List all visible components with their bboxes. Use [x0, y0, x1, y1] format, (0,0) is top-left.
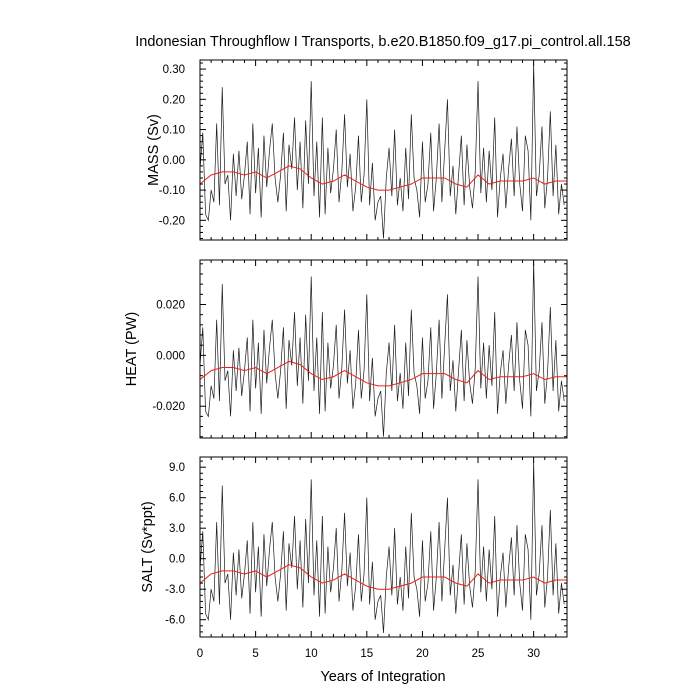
panel-heat-frame: [199, 259, 568, 439]
panel-salt-y-tick-label: 9.0: [169, 462, 185, 474]
panel-mass-series-smoothed-line: [199, 165, 567, 191]
panel-mass-y-tick-label: 0.20: [163, 94, 185, 106]
panel-salt-series-raw-line: [199, 461, 565, 633]
x-tick-label: 10: [305, 648, 318, 660]
panel-salt-ylabel: SALT (Sv*ppt): [140, 501, 156, 592]
chart-title: Indonesian Throughflow I Transports, b.e…: [135, 34, 631, 50]
panel-salt-y-tick-label: 3.0: [169, 523, 185, 535]
panel-heat-ticks: -0.020 0.000 0.020: [152, 260, 568, 438]
panel-salt-series-smoothed-line: [199, 564, 567, 590]
panel-mass-plot: [199, 63, 567, 239]
panel-heat-ylabel: HEAT (PW): [124, 312, 140, 386]
x-axis-title: Years of Integration: [320, 669, 445, 685]
panel-mass-ticks: -0.20 -0.10 0.00 0.10 0.20 0.30: [159, 60, 568, 240]
x-tick-label: 15: [360, 648, 373, 660]
panel-heat-series-raw-line: [199, 261, 565, 437]
panel-heat-series-smoothed-line: [199, 360, 567, 387]
panel-mass-ylabel: MASS (Sv): [146, 114, 162, 186]
panel-heat-y-tick-label: 0.020: [156, 300, 185, 312]
panel-mass: -0.20 -0.10 0.00 0.10 0.20 0.30 MASS (Sv): [146, 59, 568, 241]
x-tick-label: 25: [472, 648, 485, 660]
panel-mass-y-tick-label: 0.00: [163, 155, 185, 167]
x-tick-label: 30: [527, 648, 540, 660]
panel-salt-y-tick-label: -6.0: [165, 615, 185, 627]
panel-mass-y-tick-label: 0.30: [163, 64, 185, 76]
panel-heat-plot: [199, 261, 567, 437]
x-tick-label: 20: [416, 648, 429, 660]
panel-salt-plot: [199, 461, 567, 633]
panel-salt-y-tick-label: 0.0: [169, 554, 185, 566]
panel-mass-series-raw-line: [199, 63, 565, 239]
panel-salt-y-tick-label: 6.0: [169, 493, 185, 505]
x-tick-label: 5: [252, 648, 258, 660]
x-axis-labels: 0 5 10 15 20 25 30: [197, 648, 540, 660]
panel-heat-y-tick-label: -0.020: [152, 401, 185, 413]
panel-salt-frame: [199, 456, 568, 638]
panel-heat: -0.020 0.000 0.020 HEAT (PW): [124, 259, 568, 439]
panel-heat-y-tick-label: 0.000: [156, 350, 185, 362]
panel-salt-ticks: -6.0 -3.0 0.0 3.0 6.0 9.0: [165, 457, 568, 637]
x-tick-label: 0: [197, 648, 203, 660]
panel-mass-y-tick-label: -0.10: [159, 185, 185, 197]
panel-mass-y-tick-label: 0.10: [163, 125, 185, 137]
panel-mass-frame: [199, 59, 568, 241]
panel-mass-y-tick-label: -0.20: [159, 215, 185, 227]
panel-salt-y-tick-label: -3.0: [165, 584, 185, 596]
panel-salt: -6.0 -3.0 0.0 3.0 6.0 9.0 SALT (Sv*ppt): [140, 456, 568, 638]
